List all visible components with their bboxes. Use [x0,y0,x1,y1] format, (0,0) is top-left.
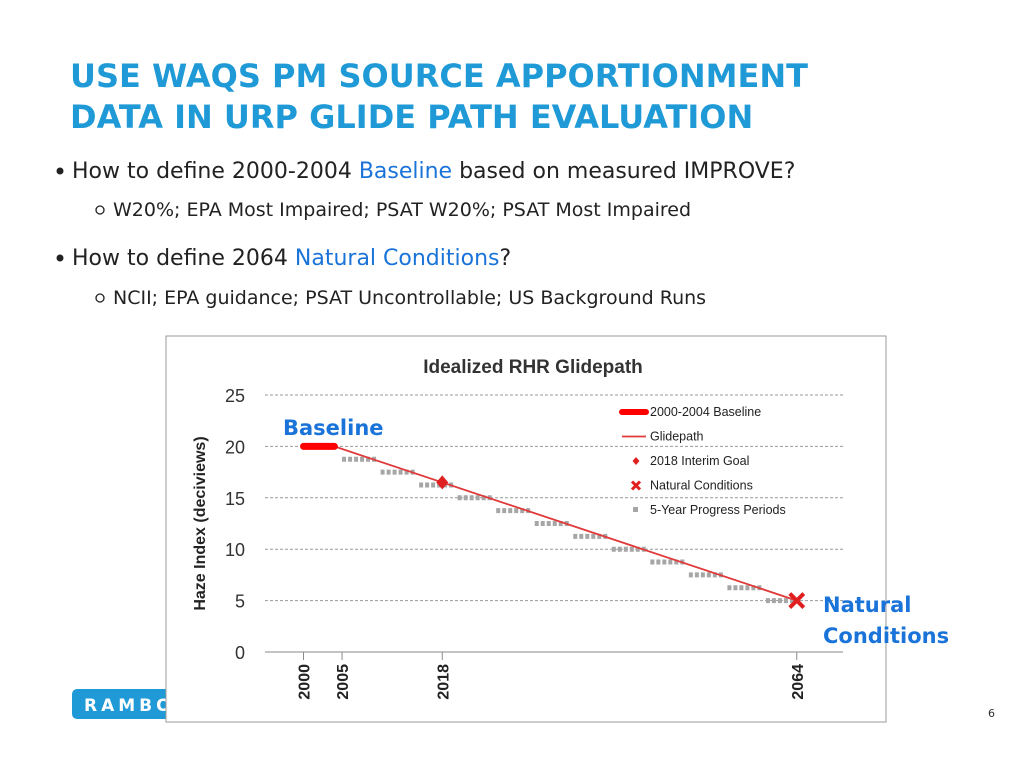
legend-swatch [630,480,642,491]
interim-goal [436,475,449,490]
sub-bullet: W20%; EPA Most Impaired; PSAT W20%; PSAT… [113,199,691,221]
annotation: Natural [823,593,911,617]
y-tick-label: 5 [235,592,245,612]
bullet-dot [56,167,64,175]
x-tick-label: 2064 [790,664,807,700]
y-tick-label: 20 [225,437,245,457]
page-number: 6 [988,707,995,720]
bullet-dot [56,254,64,262]
legend-swatch [633,507,638,512]
legend-label: 5-Year Progress Periods [650,503,786,517]
sub-bullet: NCII; EPA guidance; PSAT Uncontrollable;… [113,287,706,309]
chart-title: Idealized RHR Glidepath [423,357,643,378]
slide-title: USE WAQS PM SOURCE APPORTIONMENT [70,57,808,95]
chart-frame [165,335,887,723]
natural-conditions-marker [788,592,806,610]
y-tick-label: 0 [235,643,245,663]
x-tick-label: 2005 [335,664,352,700]
chart: Idealized RHR Glidepath Haze Index (deciv… [165,335,887,723]
legend-swatch [632,457,640,465]
bullet-text: based on measured IMPROVE? [452,159,795,184]
legend-label: 2018 Interim Goal [650,454,749,468]
annotation: Baseline [283,416,384,440]
bullet: How to define 2000-2004 Baseline based o… [72,159,795,184]
sub-bullet-dot [95,293,105,303]
y-tick-label: 10 [225,540,245,560]
x-tick-label: 2018 [435,664,452,700]
bullet-text: How to define 2000-2004 [72,159,359,184]
x-tick-label: 2000 [297,664,314,700]
bullet-text: ? [499,246,511,271]
slide-title: DATA IN URP GLIDE PATH EVALUATION [70,98,753,136]
y-tick-label: 25 [225,386,245,406]
annotation: Conditions [823,624,949,648]
series-line [333,445,798,602]
bullet-highlight: Natural Conditions [295,246,500,271]
legend-label: Glidepath [650,430,704,444]
y-axis-label: Haze Index (deciviews) [192,436,209,610]
bullet-highlight: Baseline [359,159,452,184]
legend-label: 2000-2004 Baseline [650,405,761,419]
y-tick-label: 15 [225,489,245,509]
bullet: How to define 2064 Natural Conditions? [72,246,511,271]
sub-bullet-dot [95,205,105,215]
bullet-text: How to define 2064 [72,246,295,271]
legend-label: Natural Conditions [650,479,753,493]
